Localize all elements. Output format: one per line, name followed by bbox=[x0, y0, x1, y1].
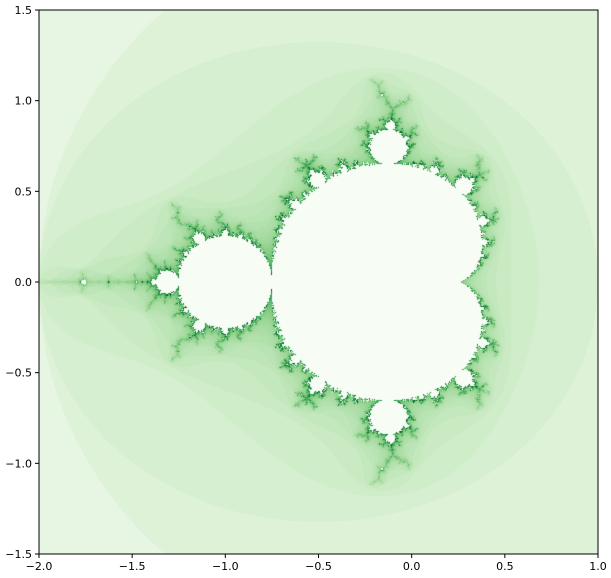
y-axis: −1.5 −1.0 −0.5 0.0 0.5 1.0 1.5 bbox=[5, 4, 39, 561]
y-tick-label: 1.0 bbox=[15, 95, 33, 108]
plot-area bbox=[38, 9, 599, 555]
x-tick-label: −1.5 bbox=[119, 560, 146, 573]
x-tick-label: 0.0 bbox=[403, 560, 421, 573]
x-tick-label: −1.0 bbox=[212, 560, 239, 573]
y-tick-label: −1.0 bbox=[5, 457, 32, 470]
y-tick-label: 0.0 bbox=[15, 276, 33, 289]
y-tick-label: −0.5 bbox=[5, 367, 32, 380]
x-tick-label: −2.0 bbox=[26, 560, 53, 573]
x-axis: −2.0 −1.5 −1.0 −0.5 0.0 0.5 1.0 bbox=[26, 554, 607, 573]
heatmap-image bbox=[39, 10, 598, 554]
x-tick-label: 1.0 bbox=[589, 560, 607, 573]
y-tick-label: −1.5 bbox=[5, 548, 32, 561]
y-tick-label: 1.5 bbox=[15, 4, 33, 17]
x-tick-label: −0.5 bbox=[305, 560, 332, 573]
x-tick-label: 0.5 bbox=[496, 560, 514, 573]
y-tick-label: 0.5 bbox=[15, 185, 33, 198]
